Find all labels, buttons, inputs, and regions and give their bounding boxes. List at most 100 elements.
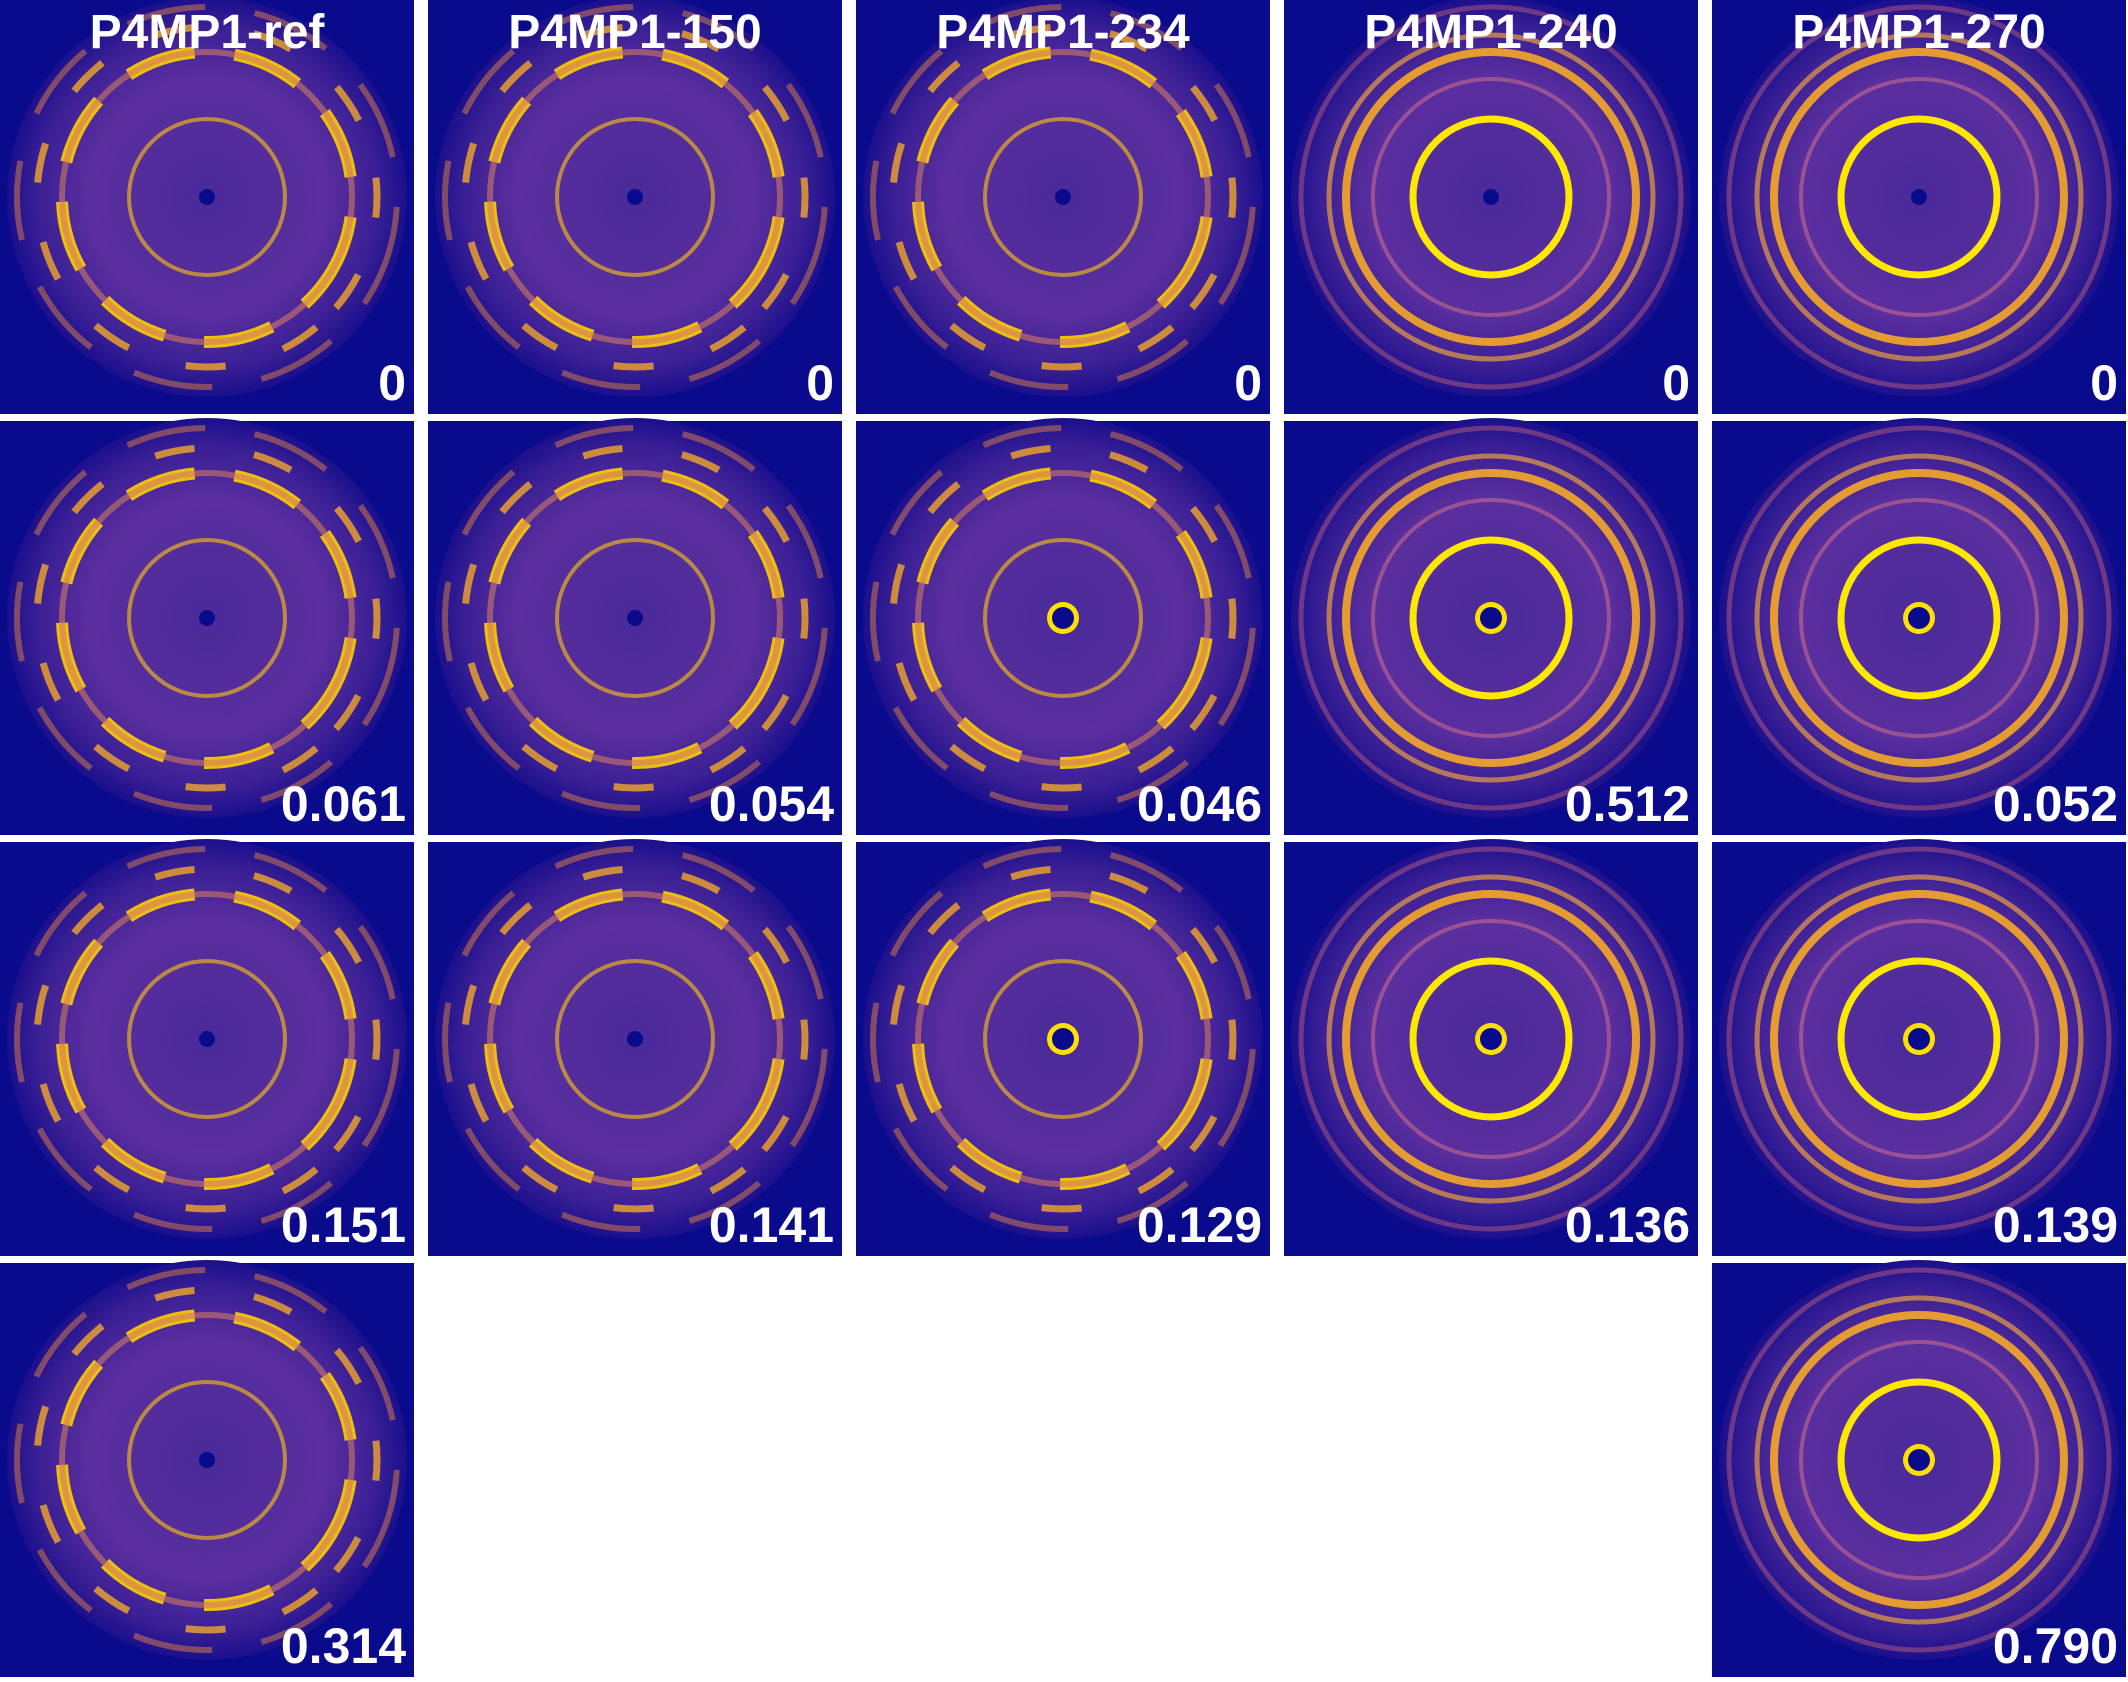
diffraction-ring — [1754, 453, 2084, 783]
column-title: P4MP1-ref — [90, 6, 326, 59]
diffraction-ring — [1342, 469, 1640, 767]
panel-value: 0.046 — [1137, 776, 1262, 832]
diffraction-ring — [14, 425, 400, 811]
diffraction-ring — [1409, 957, 1573, 1121]
diffraction-ring — [1326, 874, 1656, 1204]
diffraction-ring — [983, 538, 1143, 698]
pattern-panel: P4MP1-150 0 — [428, 0, 842, 414]
panel-value: 0.054 — [709, 776, 834, 832]
diffraction-ring — [1837, 115, 2001, 279]
panel-value: 0 — [1234, 355, 1262, 411]
diffraction-ring — [59, 891, 355, 1187]
beam-stop — [1480, 1028, 1502, 1050]
diffraction-ring — [442, 846, 828, 1232]
beam-stop — [1055, 189, 1071, 205]
diffraction-ring — [1298, 846, 1684, 1232]
panel-value: 0.512 — [1565, 776, 1690, 832]
diffraction-ring — [870, 425, 1256, 811]
pattern-panel: 0.139 — [1712, 839, 2126, 1256]
diffraction-ring — [461, 444, 809, 792]
panel-value: 0 — [806, 355, 834, 411]
diffraction-ring — [127, 1380, 287, 1540]
diffraction-ring — [1837, 1378, 2001, 1542]
diffraction-ring — [1837, 957, 2001, 1121]
panel-value: 0.061 — [281, 776, 406, 832]
diffraction-ring — [870, 4, 1256, 390]
pattern-panel: P4MP1-ref 0 — [0, 0, 414, 414]
column-title: P4MP1-240 — [1364, 6, 1617, 59]
diffraction-ring — [14, 846, 400, 1232]
diffraction-ring — [983, 959, 1143, 1119]
beam-stop — [627, 1031, 643, 1047]
beam-stop — [1483, 189, 1499, 205]
diffraction-ring — [127, 117, 287, 277]
diffraction-ring — [14, 4, 400, 390]
diffraction-ring — [1799, 498, 2039, 738]
diffraction-ring — [555, 538, 715, 698]
diffraction-ring — [1371, 77, 1611, 317]
diffraction-ring — [915, 891, 1211, 1187]
pattern-panel: 0.136 — [1284, 839, 1698, 1256]
beam-stop — [199, 1452, 215, 1468]
pattern-panel: P4MP1-234 0 — [856, 0, 1270, 414]
pattern-panel: 0.314 — [0, 1260, 414, 1677]
pattern-panel: 0.054 — [428, 418, 842, 835]
diffraction-ring — [870, 846, 1256, 1232]
pattern-panel: 0.790 — [1712, 1260, 2126, 1677]
beam-stop — [627, 189, 643, 205]
diffraction-ring — [555, 959, 715, 1119]
panel-value: 0.136 — [1565, 1197, 1690, 1253]
diffraction-ring — [1342, 890, 1640, 1188]
diffraction-ring — [59, 470, 355, 766]
beam-stop — [1480, 607, 1502, 629]
pattern-panel: 0.052 — [1712, 418, 2126, 835]
diffraction-ring — [442, 425, 828, 811]
diffraction-ring — [1770, 469, 2068, 767]
diffraction-ring — [1770, 890, 2068, 1188]
column-title: P4MP1-150 — [508, 6, 761, 59]
beam-stop — [199, 610, 215, 626]
beam-stop — [199, 189, 215, 205]
diffraction-ring — [1409, 115, 1573, 279]
diffraction-ring — [889, 865, 1237, 1213]
diffraction-ring — [59, 49, 355, 345]
diffraction-ring — [487, 470, 783, 766]
diffraction-ring — [33, 23, 381, 371]
diffraction-ring — [1342, 48, 1640, 346]
panel-value: 0 — [378, 355, 406, 411]
beam-stop — [1052, 607, 1074, 629]
diffraction-ring — [33, 1286, 381, 1634]
diffraction-ring — [1754, 1295, 2084, 1625]
panel-value: 0 — [2090, 355, 2118, 411]
diffraction-ring — [1726, 1267, 2112, 1653]
panel-value: 0.314 — [281, 1618, 406, 1674]
diffraction-ring — [1326, 32, 1656, 362]
diffraction-ring — [59, 1312, 355, 1608]
diffraction-ring — [461, 865, 809, 1213]
pattern-panel: P4MP1-270 0 — [1712, 0, 2126, 414]
diffraction-ring — [1409, 536, 1573, 700]
diffraction-ring — [1726, 4, 2112, 390]
panel-value: 0.141 — [709, 1197, 834, 1253]
diffraction-ring — [1754, 32, 2084, 362]
diffraction-ring — [127, 538, 287, 698]
pattern-panel: 0.129 — [856, 839, 1270, 1256]
beam-stop — [1908, 607, 1930, 629]
diffraction-ring — [1726, 846, 2112, 1232]
diffraction-ring — [555, 117, 715, 277]
pattern-panel: 0.046 — [856, 418, 1270, 835]
diffraction-ring — [1371, 498, 1611, 738]
diffraction-ring — [915, 49, 1211, 345]
pattern-panel: P4MP1-240 0 — [1284, 0, 1698, 414]
column-title: P4MP1-234 — [936, 6, 1190, 59]
diffraction-ring — [442, 4, 828, 390]
diffraction-ring — [1371, 919, 1611, 1159]
diffraction-ring — [915, 470, 1211, 766]
diffraction-ring — [1837, 536, 2001, 700]
panel-value: 0.151 — [281, 1197, 406, 1253]
panel-value: 0.790 — [1993, 1618, 2118, 1674]
diffraction-ring — [1770, 1311, 2068, 1609]
diffraction-ring — [1726, 425, 2112, 811]
diffraction-ring — [487, 49, 783, 345]
